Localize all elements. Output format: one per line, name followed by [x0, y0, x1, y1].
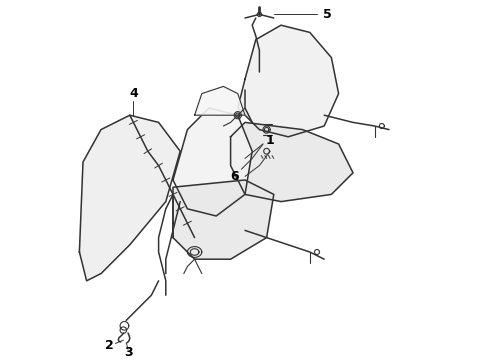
Text: 6: 6	[230, 170, 239, 183]
Text: 1: 1	[266, 134, 274, 147]
Polygon shape	[79, 115, 180, 281]
Polygon shape	[173, 180, 274, 259]
Polygon shape	[238, 25, 339, 137]
Text: 2: 2	[104, 339, 113, 352]
Polygon shape	[195, 86, 245, 115]
Text: 5: 5	[323, 8, 332, 21]
Polygon shape	[231, 122, 353, 202]
Text: 4: 4	[129, 87, 138, 100]
Polygon shape	[173, 108, 252, 216]
Text: 3: 3	[123, 346, 132, 359]
